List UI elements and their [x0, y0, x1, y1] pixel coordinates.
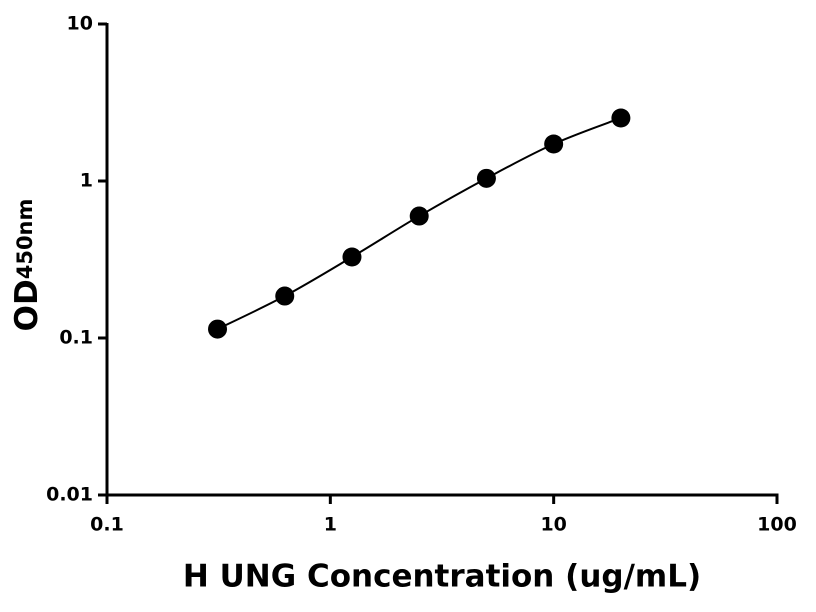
x-tick-label: 10 [540, 514, 566, 536]
x-tick-label: 1 [324, 514, 337, 536]
data-point [544, 134, 564, 154]
data-point [208, 319, 228, 339]
y-tick-label: 0.1 [59, 327, 93, 349]
data-point [611, 108, 631, 128]
data-point [409, 206, 429, 226]
data-point [275, 286, 295, 306]
y-tick-label: 0.01 [46, 484, 93, 506]
data-point [342, 247, 362, 267]
x-tick-label: 100 [757, 514, 797, 536]
y-axis-title: OD450nm [9, 199, 45, 332]
y-axis-title-sub: 450nm [13, 199, 37, 280]
data-point [476, 168, 496, 188]
x-tick-label: 0.1 [90, 514, 124, 536]
y-tick-label: 1 [80, 170, 93, 192]
y-tick-label: 10 [67, 13, 93, 35]
y-axis-title-main: OD [9, 279, 45, 331]
x-axis-title: H UNG Concentration (ug/mL) [183, 559, 701, 595]
